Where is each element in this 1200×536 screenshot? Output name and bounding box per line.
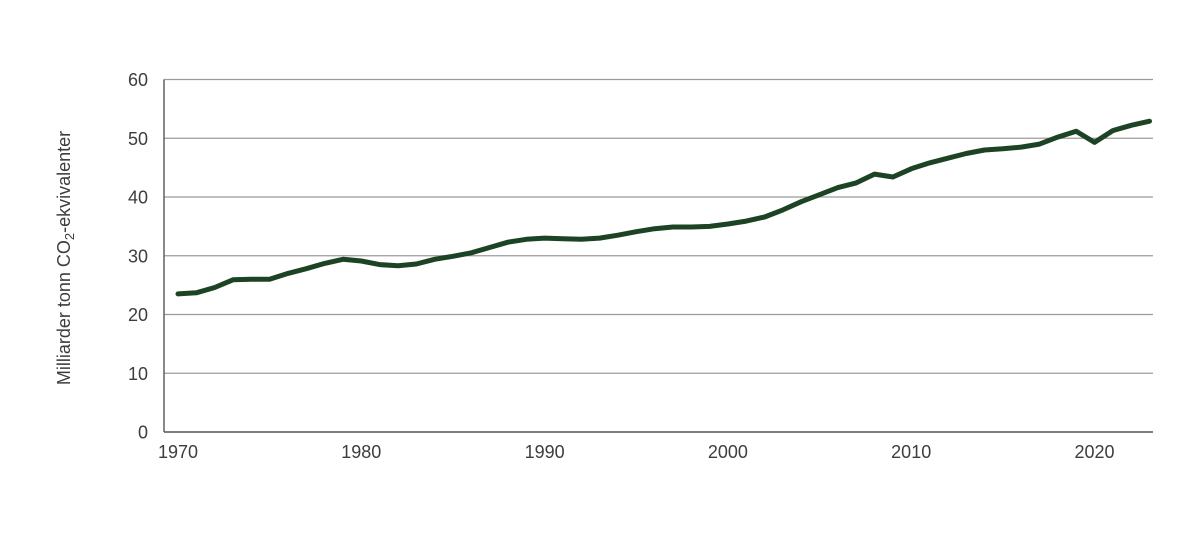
x-tick-label: 1970 (158, 442, 198, 462)
y-tick-label: 30 (128, 246, 148, 266)
series-group (175, 118, 1152, 297)
y-axis-title: Milliarder tonn CO2-ekvivalenter (54, 131, 77, 385)
y-axis-title-suffix: -ekvivalenter (54, 131, 74, 233)
y-tick-label: 50 (128, 129, 148, 149)
y-tick-labels-group: 0 10 20 30 40 50 60 (128, 70, 148, 443)
y-tick-label: 20 (128, 305, 148, 325)
x-tick-label: 2000 (708, 442, 748, 462)
x-tick-label: 1990 (525, 442, 565, 462)
axes-group (163, 79, 1153, 433)
x-tick-labels-group: 1970 1980 1990 2000 2010 2020 (158, 442, 1115, 462)
x-tick-label: 2010 (891, 442, 931, 462)
y-tick-label: 60 (128, 70, 148, 90)
y-tick-label: 40 (128, 188, 148, 208)
emissions-line (175, 118, 1152, 297)
y-tick-label: 10 (128, 364, 148, 384)
gridlines-group (164, 78, 1153, 374)
y-axis-title-subscript: 2 (62, 233, 77, 240)
x-tick-label: 1980 (341, 442, 381, 462)
x-tick-label: 2020 (1074, 442, 1114, 462)
y-axis-title-main: Milliarder tonn CO (54, 240, 74, 385)
y-tick-label: 0 (138, 423, 148, 443)
